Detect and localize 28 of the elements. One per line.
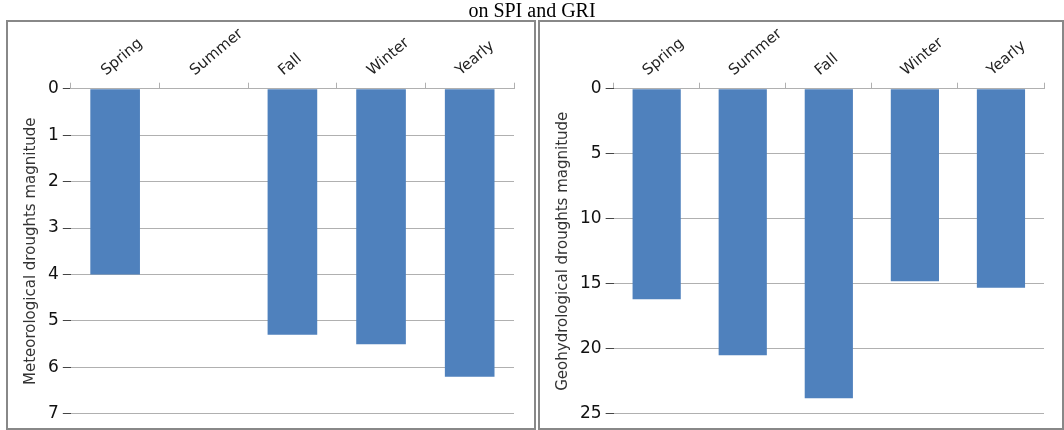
y-tick-label: 25 (579, 402, 602, 423)
y-tick-label: 2 (47, 170, 59, 191)
bar (267, 89, 318, 335)
bar (804, 89, 853, 399)
y-axis-title: Geohydrological droughts magnitude (552, 111, 571, 391)
y-axis-title: Meteorological droughts magnitude (20, 117, 39, 386)
bar (632, 89, 681, 300)
chart-title: on SPI and GRI (467, 0, 597, 21)
y-tick-label: 7 (47, 402, 59, 423)
y-tick-label: 0 (47, 77, 59, 98)
bar (976, 89, 1026, 288)
y-tick-label: 0 (590, 77, 602, 98)
y-tick-label: 1 (47, 123, 59, 144)
y-tick-label: 10 (579, 207, 602, 228)
bar (890, 89, 939, 282)
y-tick-label: 5 (590, 142, 602, 163)
bar (356, 89, 406, 345)
y-tick-label: 3 (47, 216, 59, 237)
y-tick-label: 4 (47, 262, 59, 283)
y-tick-label: 20 (579, 337, 602, 358)
x-tick-label: Fall (810, 49, 842, 79)
bar (718, 89, 767, 356)
y-tick-label: 5 (47, 309, 59, 330)
bar (90, 89, 140, 275)
y-tick-label: 15 (579, 272, 602, 293)
bar (444, 89, 495, 377)
x-tick-label: Fall (274, 49, 305, 79)
y-tick-label: 6 (47, 355, 59, 376)
